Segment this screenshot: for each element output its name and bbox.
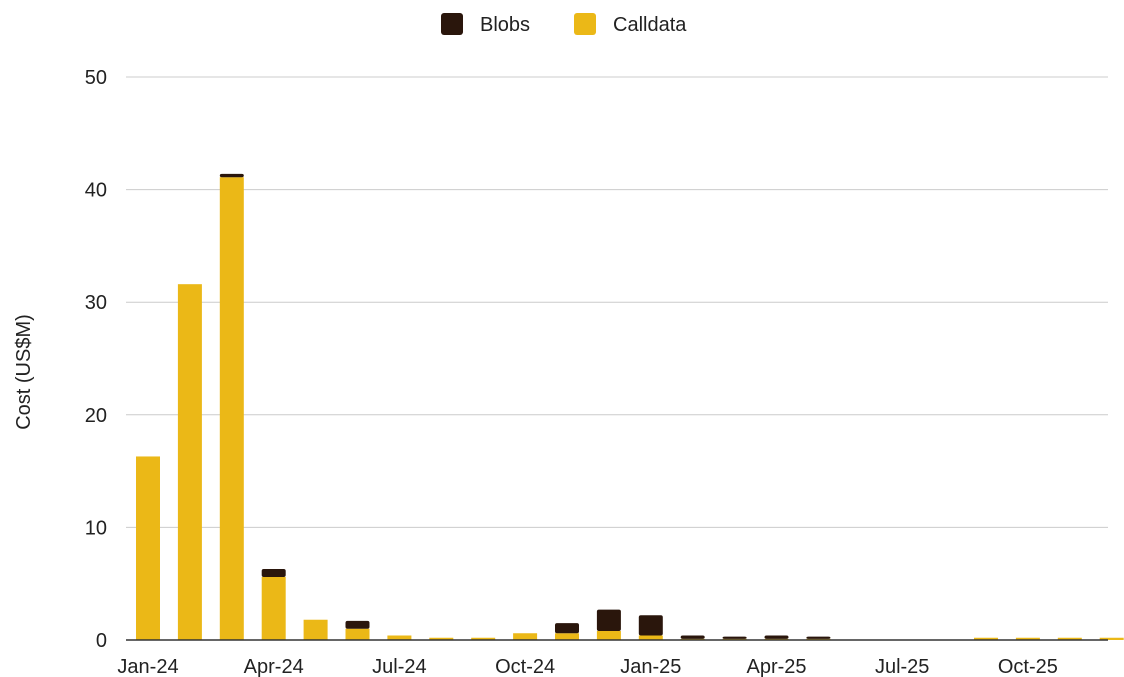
bar-calldata-oct-25 bbox=[1015, 637, 1040, 640]
bar-calldata-feb-24 bbox=[177, 284, 202, 640]
bar-calldata-jan-25 bbox=[638, 635, 663, 640]
y-axis-ticks: 0 10 20 30 40 50 bbox=[85, 67, 107, 652]
x-tick-label: Jan-25 bbox=[620, 656, 681, 677]
x-tick-label: Oct-25 bbox=[998, 656, 1058, 677]
y-tick-label: 40 bbox=[85, 180, 107, 202]
bar-calldata-jul-24 bbox=[387, 635, 412, 640]
bar-calldata-jan-24 bbox=[136, 456, 160, 640]
bar-calldata-sep-24 bbox=[471, 637, 496, 640]
bar-blobs-mar-24 bbox=[219, 173, 244, 178]
bar-blobs-mar-25 bbox=[722, 636, 747, 639]
bar-blobs-jun-24 bbox=[345, 620, 370, 629]
bar-blobs-feb-25 bbox=[680, 635, 705, 639]
x-tick-label: Oct-24 bbox=[495, 656, 555, 677]
bar-calldata-dec-24 bbox=[596, 630, 621, 640]
legend-label-blobs: Blobs bbox=[480, 14, 530, 36]
bar-blobs-nov-24 bbox=[555, 623, 579, 634]
y-axis-title: Cost (US$M) bbox=[13, 314, 35, 430]
bar-calldata-mar-24 bbox=[219, 177, 244, 641]
bar-calldata-aug-24 bbox=[429, 637, 454, 640]
legend-label-calldata: Calldata bbox=[613, 14, 687, 36]
bars bbox=[136, 173, 1124, 641]
x-axis-ticks: Jan-24 Apr-24 Jul-24 Oct-24 Jan-25 Apr-25 Jul-… bbox=[117, 656, 1057, 677]
legend: Blobs Calldata bbox=[441, 13, 687, 36]
bar-calldata-oct-24 bbox=[513, 633, 538, 640]
bar-calldata-sep-25 bbox=[974, 637, 998, 640]
bar-blobs-dec-24 bbox=[596, 609, 621, 631]
x-tick-label: Jul-25 bbox=[875, 656, 929, 677]
bar-calldata-jun-24 bbox=[345, 628, 370, 640]
legend-swatch-blobs bbox=[441, 13, 463, 35]
bar-calldata-nov-25 bbox=[1057, 637, 1082, 640]
bar-calldata-dec-25 bbox=[1099, 637, 1124, 640]
x-tick-label: Jul-24 bbox=[372, 656, 426, 677]
bar-calldata-nov-24 bbox=[555, 633, 579, 640]
x-tick-label: Apr-24 bbox=[244, 656, 304, 677]
bar-blobs-apr-24 bbox=[261, 569, 286, 577]
bar-blobs-apr-25 bbox=[764, 635, 789, 639]
legend-swatch-calldata bbox=[574, 13, 596, 35]
x-tick-label: Apr-25 bbox=[746, 656, 806, 677]
bar-calldata-apr-24 bbox=[261, 576, 286, 640]
y-tick-label: 10 bbox=[85, 517, 107, 539]
bar-blobs-may-25 bbox=[806, 636, 831, 639]
bar-blobs-jan-25 bbox=[638, 615, 663, 636]
y-tick-label: 20 bbox=[85, 405, 107, 427]
y-tick-label: 50 bbox=[85, 67, 107, 89]
bar-calldata-may-24 bbox=[303, 619, 328, 640]
gridlines bbox=[126, 76, 1108, 528]
y-tick-label: 0 bbox=[96, 630, 107, 652]
y-tick-label: 30 bbox=[85, 292, 107, 314]
x-tick-label: Jan-24 bbox=[117, 656, 178, 677]
